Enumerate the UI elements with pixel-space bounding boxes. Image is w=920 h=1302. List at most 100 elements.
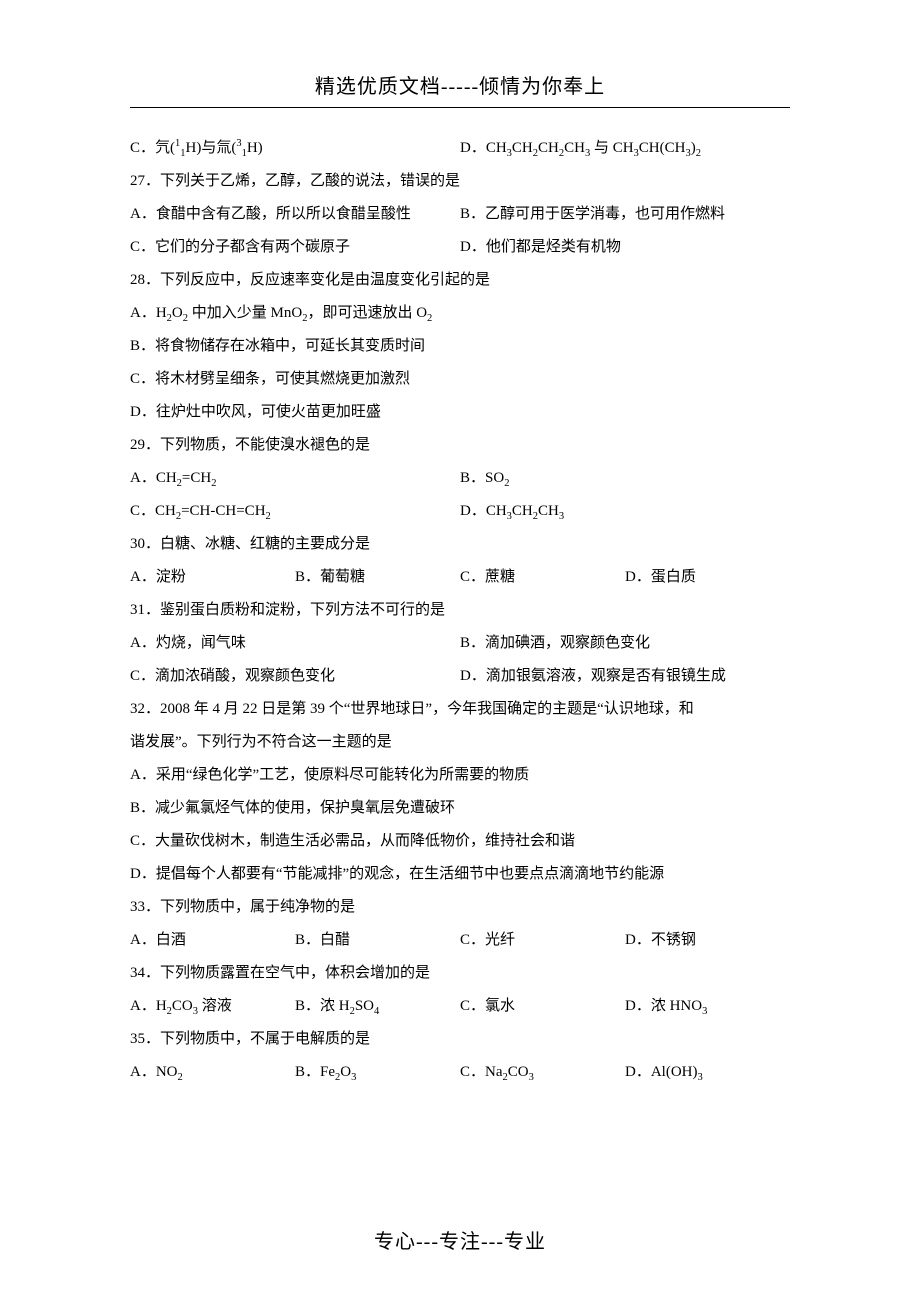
q35-stem: 35．下列物质中，不属于电解质的是 xyxy=(130,1023,790,1056)
sub: 3 xyxy=(698,1072,703,1083)
text: C．氕( xyxy=(130,140,175,156)
text: B．Fe xyxy=(295,1064,335,1080)
q33-option-b: B．白醋 xyxy=(295,924,460,957)
q31-options-cd: C．滴加浓硝酸，观察颜色变化 D．滴加银氨溶液，观察是否有银镜生成 xyxy=(130,660,790,693)
q27-options-cd: C．它们的分子都含有两个碳原子 D．他们都是烃类有机物 xyxy=(130,231,790,264)
q29-option-c: C．CH2=CH-CH=CH2 xyxy=(130,495,460,528)
text: D．Al(OH) xyxy=(625,1064,698,1080)
q28-stem: 28．下列反应中，反应速率变化是由温度变化引起的是 xyxy=(130,264,790,297)
text: A．H xyxy=(130,305,167,321)
q35-option-d: D．Al(OH)3 xyxy=(625,1056,790,1089)
text: CH xyxy=(512,503,533,519)
text: 溶液 xyxy=(198,998,232,1014)
q30-option-b: B．葡萄糖 xyxy=(295,561,460,594)
q26-options-cd: C．氕(11H)与氚(31H) D．CH3CH2CH2CH3 与 CH3CH(C… xyxy=(130,132,790,165)
q32-option-b: B．减少氟氯烃气体的使用，保护臭氧层免遭破环 xyxy=(130,792,790,825)
q31-option-c: C．滴加浓硝酸，观察颜色变化 xyxy=(130,660,460,693)
q29-options-cd: C．CH2=CH-CH=CH2 D．CH3CH2CH3 xyxy=(130,495,790,528)
text: A．CH xyxy=(130,470,177,486)
sub: 3 xyxy=(529,1072,534,1083)
text: D．浓 HNO xyxy=(625,998,702,1014)
sub: 2 xyxy=(178,1072,183,1083)
sub: 4 xyxy=(374,1006,379,1017)
sub: 2 xyxy=(504,478,509,489)
q33-option-a: A．白酒 xyxy=(130,924,295,957)
text: D．CH xyxy=(460,503,507,519)
sub: 3 xyxy=(702,1006,707,1017)
text: O xyxy=(172,305,183,321)
q34-option-c: C．氯水 xyxy=(460,990,625,1023)
sub: 3 xyxy=(351,1072,356,1083)
text: A．NO xyxy=(130,1064,178,1080)
text: CH xyxy=(538,503,559,519)
text: B．SO xyxy=(460,470,504,486)
q32-option-c: C．大量砍伐树木，制造生活必需品，从而降低物价，维持社会和谐 xyxy=(130,825,790,858)
q30-option-c: C．蔗糖 xyxy=(460,561,625,594)
q35-options: A．NO2 B．Fe2O3 C．Na2CO3 D．Al(OH)3 xyxy=(130,1056,790,1089)
text: CH xyxy=(512,140,533,156)
text: CO xyxy=(508,1064,529,1080)
text: 与 CH xyxy=(590,140,633,156)
q31-option-d: D．滴加银氨溶液，观察是否有银镜生成 xyxy=(460,660,790,693)
q26-option-c: C．氕(11H)与氚(31H) xyxy=(130,132,460,165)
q31-options-ab: A．灼烧，闻气味 B．滴加碘酒，观察颜色变化 xyxy=(130,627,790,660)
q27-option-a: A．食醋中含有乙酸，所以所以食醋呈酸性 xyxy=(130,198,460,231)
q32-stem-line2: 谐发展”。下列行为不符合这一主题的是 xyxy=(130,726,790,759)
text: C．Na xyxy=(460,1064,503,1080)
q33-option-d: D．不锈钢 xyxy=(625,924,790,957)
q27-options-ab: A．食醋中含有乙酸，所以所以食醋呈酸性 B．乙醇可用于医学消毒，也可用作燃料 xyxy=(130,198,790,231)
text: CH xyxy=(564,140,585,156)
text: C．CH xyxy=(130,503,176,519)
page-header: 精选优质文档-----倾情为你奉上 xyxy=(130,70,790,107)
q27-stem: 27．下列关于乙烯，乙醇，乙酸的说法，错误的是 xyxy=(130,165,790,198)
q33-stem: 33．下列物质中，属于纯净物的是 xyxy=(130,891,790,924)
q33-options: A．白酒 B．白醋 C．光纤 D．不锈钢 xyxy=(130,924,790,957)
text: D．CH xyxy=(460,140,507,156)
q32-option-d: D．提倡每个人都要有“节能减排”的观念，在生活细节中也要点点滴滴地节约能源 xyxy=(130,858,790,891)
q29-stem: 29．下列物质，不能使溴水褪色的是 xyxy=(130,429,790,462)
q34-option-d: D．浓 HNO3 xyxy=(625,990,790,1023)
q29-option-a: A．CH2=CH2 xyxy=(130,462,460,495)
text: CO xyxy=(172,998,193,1014)
sub: 2 xyxy=(696,148,701,159)
text: A．H xyxy=(130,998,167,1014)
q29-option-d: D．CH3CH2CH3 xyxy=(460,495,790,528)
q34-stem: 34．下列物质露置在空气中，体积会增加的是 xyxy=(130,957,790,990)
q31-stem: 31．鉴别蛋白质粉和淀粉，下列方法不可行的是 xyxy=(130,594,790,627)
q34-options: A．H2CO3 溶液 B．浓 H2SO4 C．氯水 D．浓 HNO3 xyxy=(130,990,790,1023)
q27-option-c: C．它们的分子都含有两个碳原子 xyxy=(130,231,460,264)
q27-option-d: D．他们都是烃类有机物 xyxy=(460,231,790,264)
q30-stem: 30．白糖、冰糖、红糖的主要成分是 xyxy=(130,528,790,561)
text: =CH xyxy=(182,470,211,486)
q35-option-a: A．NO2 xyxy=(130,1056,295,1089)
q34-option-a: A．H2CO3 溶液 xyxy=(130,990,295,1023)
text: B．浓 H xyxy=(295,998,350,1014)
q30-option-a: A．淀粉 xyxy=(130,561,295,594)
sub: 2 xyxy=(211,478,216,489)
q28-option-b: B．将食物储存在冰箱中，可延长其变质时间 xyxy=(130,330,790,363)
sub: 2 xyxy=(427,313,432,324)
text: CH xyxy=(538,140,559,156)
q35-option-c: C．Na2CO3 xyxy=(460,1056,625,1089)
text: ，即可迅速放出 O xyxy=(307,305,427,321)
q29-options-ab: A．CH2=CH2 B．SO2 xyxy=(130,462,790,495)
q32-stem-line1: 32．2008 年 4 月 22 日是第 39 个“世界地球日”，今年我国确定的… xyxy=(130,693,790,726)
q35-option-b: B．Fe2O3 xyxy=(295,1056,460,1089)
q29-option-b: B．SO2 xyxy=(460,462,790,495)
text: O xyxy=(340,1064,351,1080)
page-footer: 专心---专注---专业 xyxy=(0,1225,920,1254)
text: H)与氚( xyxy=(186,140,237,156)
sub: 2 xyxy=(266,511,271,522)
q31-option-b: B．滴加碘酒，观察颜色变化 xyxy=(460,627,790,660)
text: H) xyxy=(247,140,263,156)
q31-option-a: A．灼烧，闻气味 xyxy=(130,627,460,660)
sub: 3 xyxy=(559,511,564,522)
q27-option-b: B．乙醇可用于医学消毒，也可用作燃料 xyxy=(460,198,790,231)
q32-option-a: A．采用“绿色化学”工艺，使原料尽可能转化为所需要的物质 xyxy=(130,759,790,792)
q26-option-d: D．CH3CH2CH2CH3 与 CH3CH(CH3)2 xyxy=(460,132,790,165)
q28-option-c: C．将木材劈呈细条，可使其燃烧更加激烈 xyxy=(130,363,790,396)
text: CH(CH xyxy=(639,140,686,156)
q28-option-d: D．往炉灶中吹风，可使火苗更加旺盛 xyxy=(130,396,790,429)
q34-option-b: B．浓 H2SO4 xyxy=(295,990,460,1023)
text: 中加入少量 MnO xyxy=(188,305,302,321)
